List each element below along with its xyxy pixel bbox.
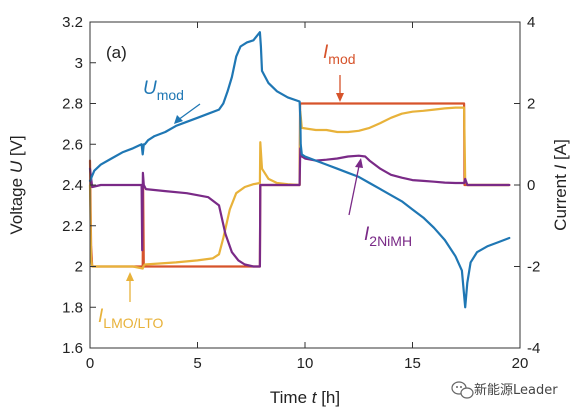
y-axis-right-title-main: Current xyxy=(551,169,570,230)
annotation-i-2nimh: I2NiMH xyxy=(348,158,412,249)
y-left-tick-label: 2.8 xyxy=(62,96,83,113)
x-tick-label: 0 xyxy=(86,355,94,372)
y-axis-left-title-main: Voltage xyxy=(7,173,26,234)
y-right-tick-label: 4 xyxy=(527,14,535,31)
annotation-u-mod-sub: mod xyxy=(157,87,184,103)
annotation-i-lmo-lto: ILMO/LTO xyxy=(98,272,164,331)
y-right-tick-label: 2 xyxy=(527,96,535,113)
y-right-tick-label: -2 xyxy=(527,259,540,276)
series-layer xyxy=(88,31,511,309)
plot-frame xyxy=(89,21,521,349)
annotation-i-lmo-lto-main: I xyxy=(98,306,104,327)
annotation-u-mod-label: Umod xyxy=(143,78,184,103)
y-left-tick-label: 2.2 xyxy=(62,218,83,235)
x-tick-label: 5 xyxy=(193,355,201,372)
series-line-i-2nimh xyxy=(88,147,511,268)
y-axis-right-title: Current I [A] xyxy=(551,139,570,231)
y-axis-right-title-unit: [A] xyxy=(551,139,570,165)
ticks-layer: 0 5 10 15 20 1.6 1.8 2 2.2 2.4 2.6 2.8 3 3.2 -4 -2 0 2 4 xyxy=(62,14,540,372)
y-axis-left-title-var: U xyxy=(7,160,26,173)
annotation-i-mod: Imod xyxy=(323,42,356,102)
y-right-tick-label: 0 xyxy=(527,177,535,194)
x-axis-title: Time t [h] xyxy=(270,388,340,407)
y-axis-left-title: Voltage U [V] xyxy=(7,135,26,234)
annotation-i-2nimh-label: I2NiMH xyxy=(364,224,412,249)
annotation-u-mod-main: U xyxy=(143,78,157,99)
annotation-i-lmo-lto-label: ILMO/LTO xyxy=(98,306,164,331)
y-left-tick-label: 2 xyxy=(75,259,83,276)
annotation-u-mod-arrowhead xyxy=(174,115,183,124)
x-axis-title-main: Time xyxy=(270,388,312,407)
y-left-tick-label: 3.2 xyxy=(62,14,83,31)
x-tick-label: 20 xyxy=(512,355,529,372)
y-left-tick-label: 1.8 xyxy=(62,299,83,316)
x-tick-label: 15 xyxy=(404,355,421,372)
watermark: 新能源Leader xyxy=(451,381,558,399)
annotation-i-mod-sub: mod xyxy=(328,51,355,67)
wechat-icon xyxy=(451,381,474,399)
annotation-i-mod-label: Imod xyxy=(323,42,356,67)
annotation-i-mod-arrowhead xyxy=(336,93,344,102)
x-tick-label: 10 xyxy=(297,355,314,372)
series-line-u-mod xyxy=(88,31,511,309)
x-axis-title-var: t xyxy=(312,388,318,407)
y-left-tick-label: 1.6 xyxy=(62,340,83,357)
panel-label: (a) xyxy=(106,43,127,62)
y-left-tick-label: 3 xyxy=(75,55,83,72)
annotation-i-lmo-lto-sub: LMO/LTO xyxy=(103,315,163,331)
x-axis-title-unit: [h] xyxy=(316,388,340,407)
annotation-i-lmo-lto-arrowhead xyxy=(126,272,134,281)
annotation-i-mod-main: I xyxy=(323,42,329,63)
annotation-i-2nimh-main: I xyxy=(364,224,370,245)
annotation-i-2nimh-arrow xyxy=(348,165,360,216)
annotation-i-2nimh-arrowhead xyxy=(355,158,363,168)
y-left-tick-label: 2.4 xyxy=(62,177,83,194)
y-axis-left-title-unit: [V] xyxy=(7,135,26,161)
watermark-text: 新能源Leader xyxy=(474,382,558,398)
annotation-u-mod-arrow xyxy=(177,103,201,121)
y-axis-right-title-var: I xyxy=(551,164,570,169)
annotation-i-2nimh-sub: 2NiMH xyxy=(369,233,412,249)
y-right-tick-label: -4 xyxy=(527,340,540,357)
annotation-u-mod: Umod xyxy=(143,78,201,124)
y-left-tick-label: 2.6 xyxy=(62,136,83,153)
